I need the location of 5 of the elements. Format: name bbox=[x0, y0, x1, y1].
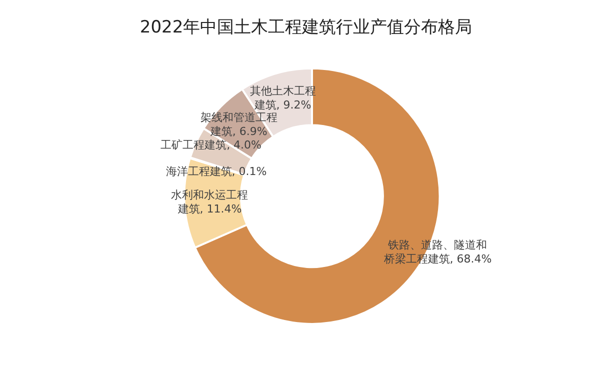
slice-label: 架线和管道工程建筑, 6.9% bbox=[200, 110, 278, 138]
slice-label: 水利和水运工程建筑, 11.4% bbox=[171, 188, 248, 216]
slice-label: 工矿工程建筑, 4.0% bbox=[160, 138, 262, 152]
chart-title: 2022年中国土木工程建筑行业产值分布格局 bbox=[140, 18, 472, 38]
slice-label: 海洋工程建筑, 0.1% bbox=[166, 164, 267, 178]
